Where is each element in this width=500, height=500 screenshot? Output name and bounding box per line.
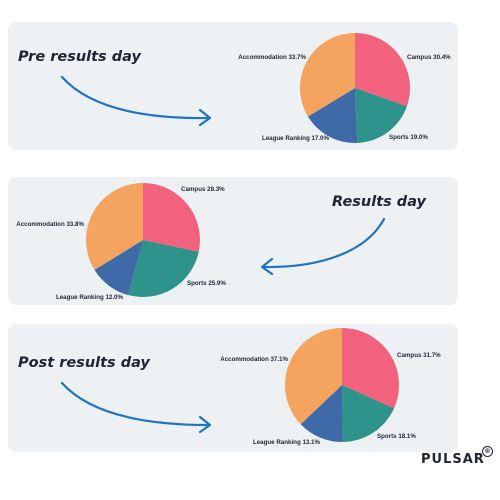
brand-logo: PULSAR (421, 452, 485, 467)
slice-label-sports: Sports 19.0% (389, 134, 428, 141)
slice-label-league-ranking: League Ranking 17.0% (262, 135, 330, 142)
pie-slice-accommodation (85, 182, 143, 270)
pie-slice-league-ranking (300, 385, 343, 442)
slice-label-accommodation: Accommodation 33.8% (16, 221, 84, 228)
pie-slice-campus (355, 33, 410, 107)
registered-mark-icon: ® (482, 446, 493, 457)
pie-slice-accommodation (299, 33, 355, 117)
pie-slice-league-ranking (307, 88, 358, 143)
pie-slice-campus (143, 183, 201, 252)
results-day-heading: Results day (332, 194, 426, 210)
slice-label-league-ranking: League Ranking 12.0% (56, 294, 124, 301)
slice-label-accommodation: Accommodation 33.7% (238, 54, 306, 61)
pie-slice-accommodation (285, 328, 342, 425)
slice-label-accommodation: Accommodation 37.1% (220, 356, 288, 363)
slice-label-campus: Campus 28.3% (181, 186, 225, 193)
pie-slice-sports (342, 385, 395, 442)
slice-label-league-ranking: League Ranking 13.1% (253, 439, 321, 446)
slice-label-sports: Sports 18.1% (377, 433, 416, 440)
slice-label-sports: Sports 25.9% (187, 280, 226, 287)
slice-label-campus: Campus 31.7% (397, 352, 441, 359)
pie-slice-league-ranking (94, 240, 143, 296)
results-day-panel (8, 177, 458, 305)
slice-label-campus: Campus 30.4% (407, 54, 451, 61)
pie-slice-sports (355, 88, 407, 143)
pie-slice-campus (342, 328, 399, 409)
pre-results-heading: Pre results day (18, 49, 141, 65)
post-results-heading: Post results day (18, 355, 150, 371)
pie-slice-sports (128, 240, 199, 297)
